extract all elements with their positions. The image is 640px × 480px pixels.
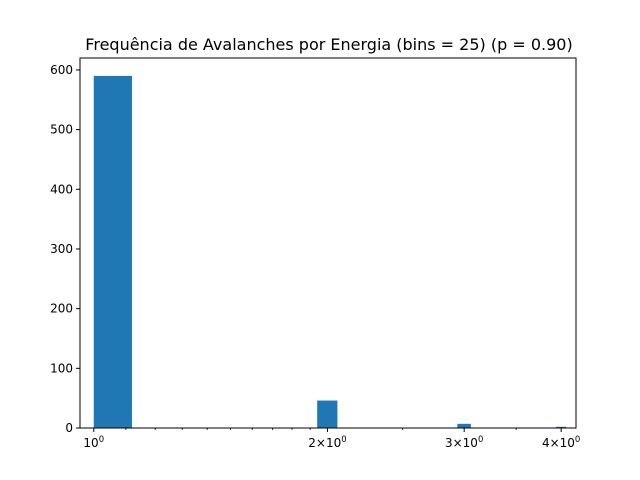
plot-frame [79,57,577,429]
x-tick-label: 2×100 [308,435,346,450]
y-tick-label: 300 [50,242,73,256]
y-tick-label: 200 [50,302,73,316]
x-tick-label: 3×100 [445,435,483,450]
histogram-bar-1 [317,400,338,428]
x-tick-label: 4×100 [542,435,580,450]
y-axis: 0 100 200 300 400 500 600 [50,63,80,435]
y-tick-label: 500 [50,123,73,137]
chart-title: Frequência de Avalanches por Energia (bi… [85,35,572,54]
y-tick-label: 600 [50,63,73,77]
x-axis: 100 2×100 3×100 4×100 [83,428,580,450]
y-tick-label: 400 [50,182,73,196]
histogram-bar-2 [457,423,471,428]
bars-group [93,75,567,429]
histogram-bar-0 [93,75,132,429]
histogram-bar-3 [556,426,567,428]
y-tick-label: 0 [65,421,73,435]
y-tick-label: 100 [50,361,73,375]
x-tick-label: 100 [83,435,104,450]
